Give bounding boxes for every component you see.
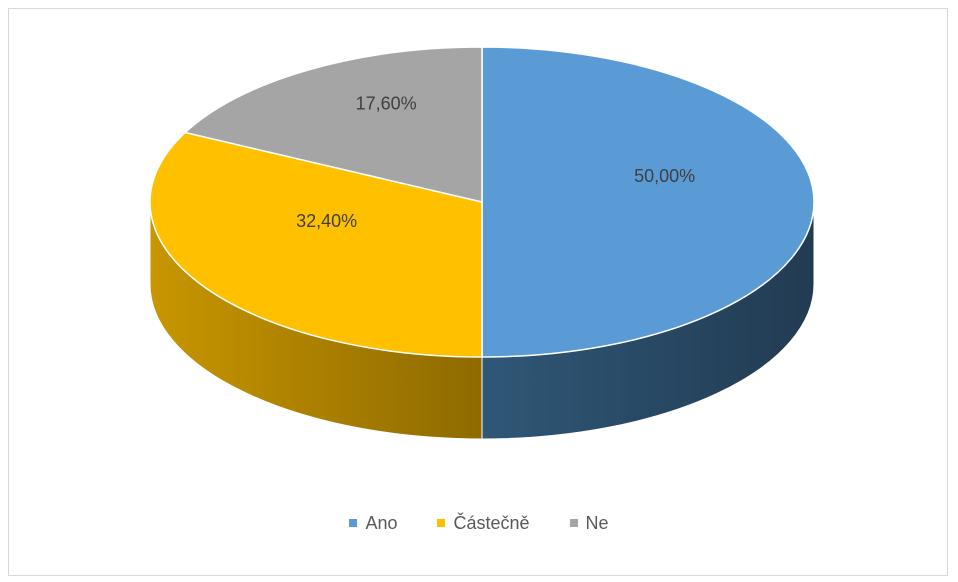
data-label-ano: 50,00% (634, 166, 695, 186)
legend: Ano Částečně Ne (0, 508, 958, 538)
slice-castecne (149, 131, 483, 358)
legend-item-ano: Ano (349, 513, 397, 534)
legend-swatch-ne (569, 519, 578, 527)
data-label-castecne: 32,40% (296, 211, 357, 231)
legend-label-castecne: Částečně (453, 512, 530, 533)
legend-swatch-ano (349, 519, 358, 527)
legend-swatch-castecne (437, 519, 446, 527)
data-label-ne: 17,60% (356, 93, 417, 113)
legend-item-ne: Ne (569, 512, 609, 534)
legend-item-castecne: Částečně (437, 512, 530, 534)
slice-ano (481, 46, 815, 358)
legend-label-ne: Ne (585, 512, 609, 533)
legend-label-ano: Ano (365, 512, 398, 533)
slice-ne (183, 46, 483, 203)
